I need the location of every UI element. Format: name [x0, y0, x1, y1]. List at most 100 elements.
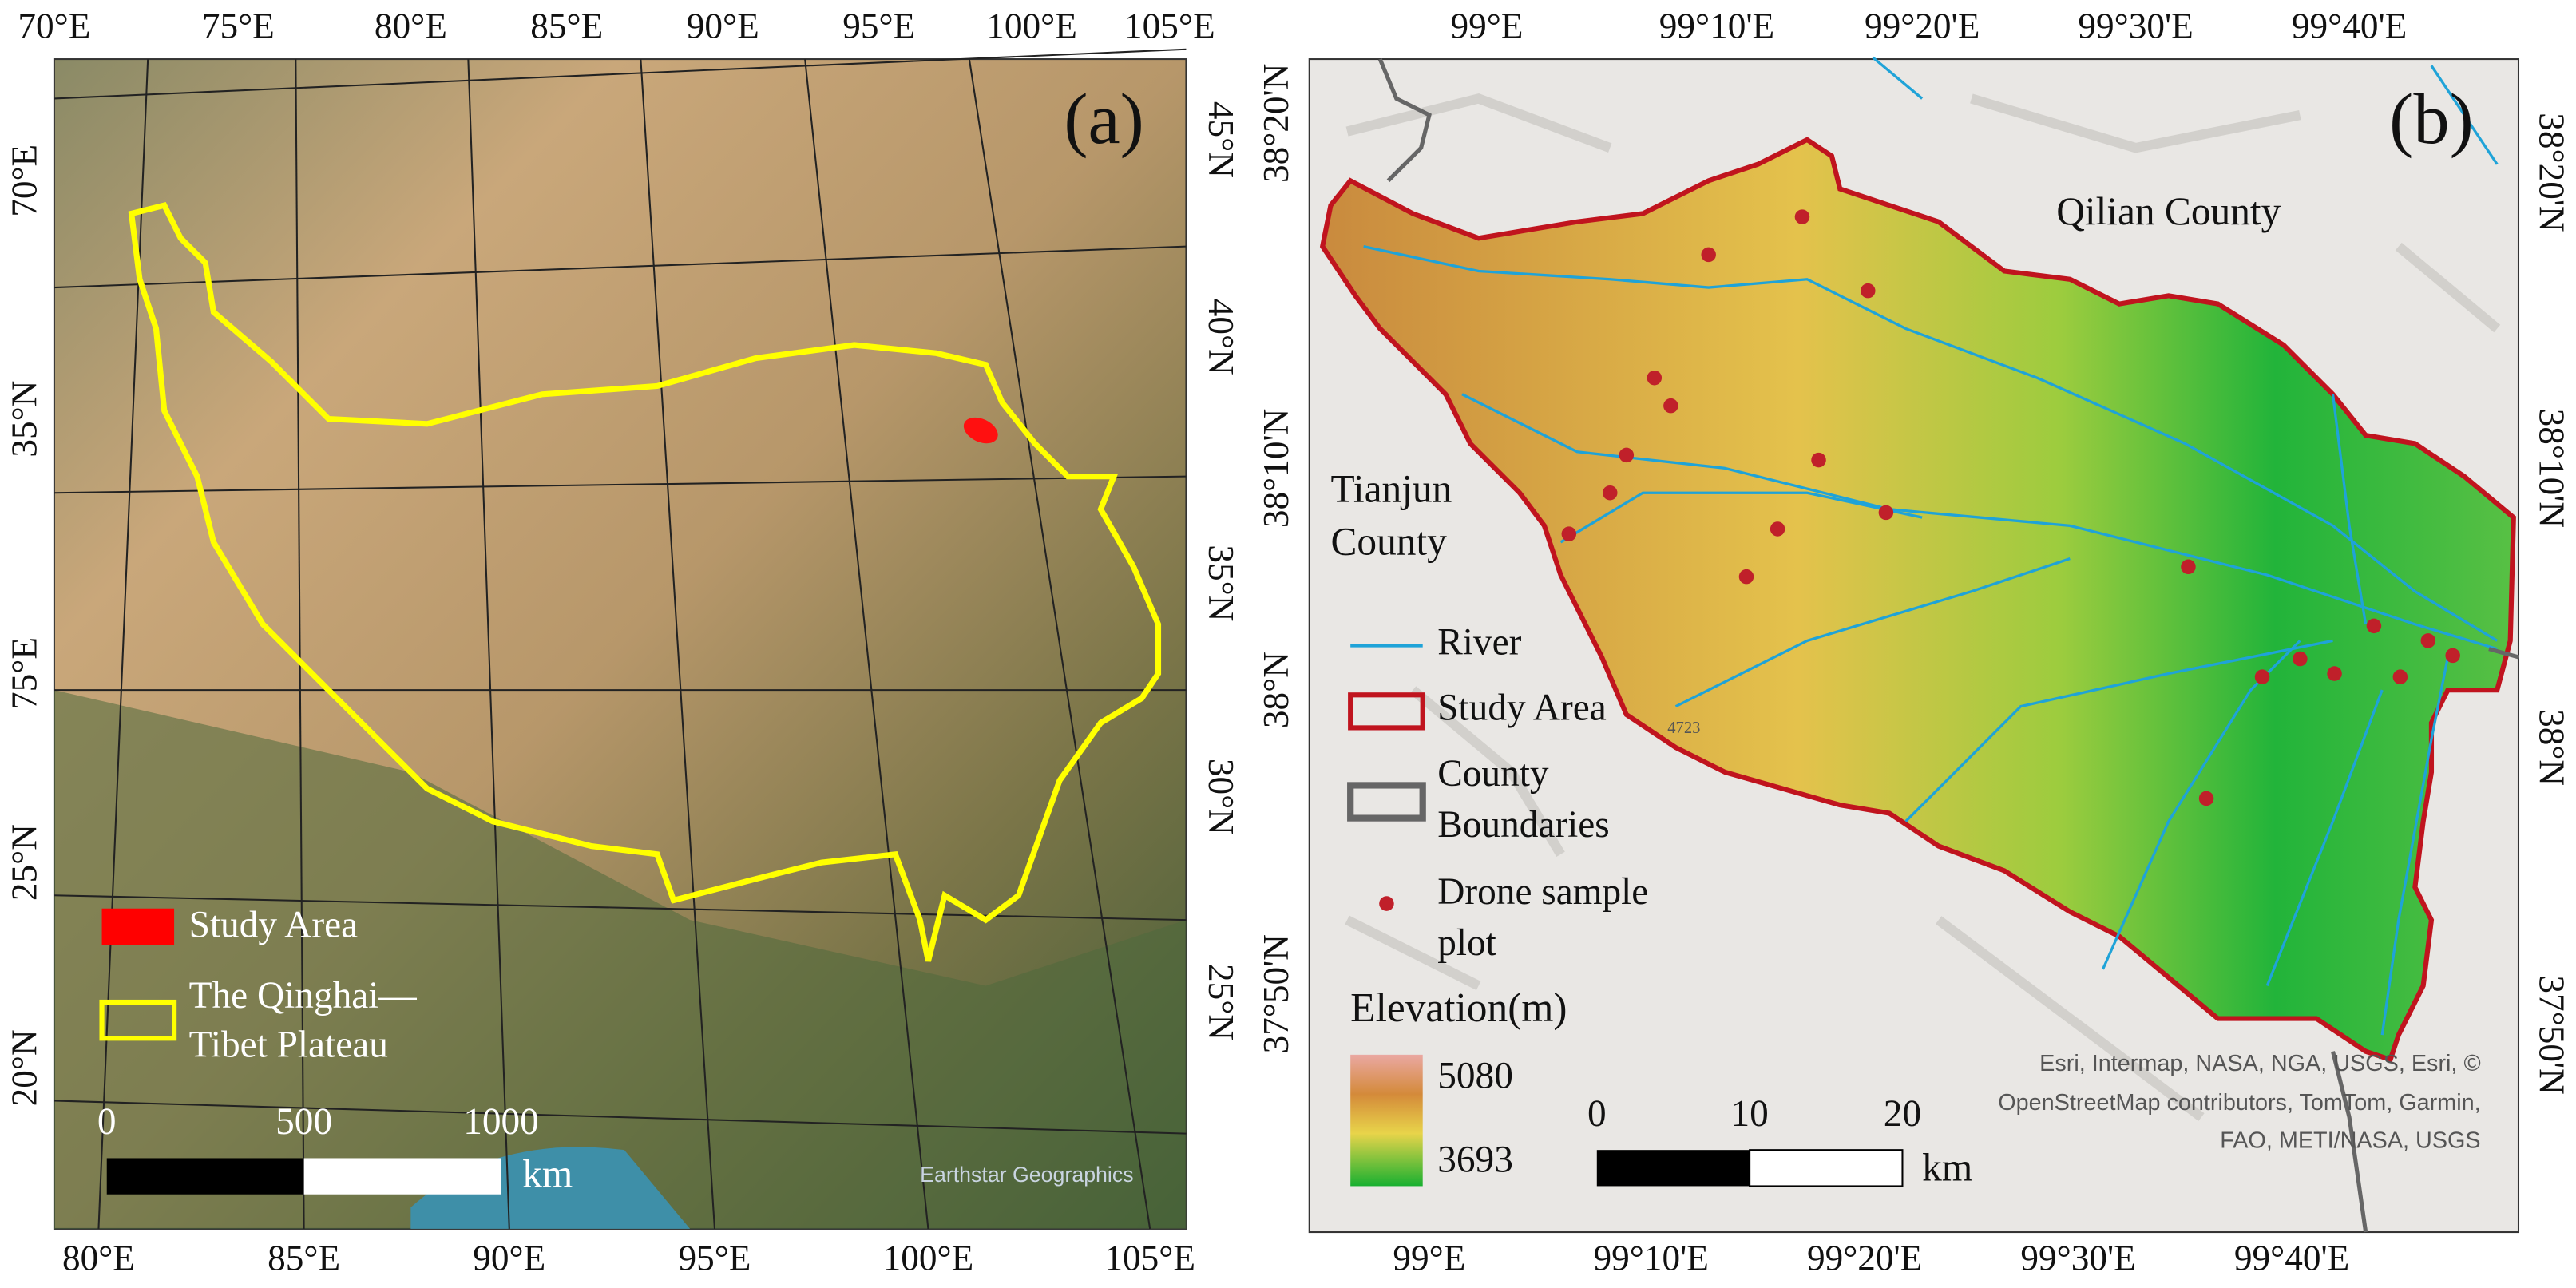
- drone-plot: [2293, 651, 2308, 667]
- axis-label: 99°10'E: [1593, 1238, 1708, 1278]
- drone-plot: [1701, 247, 1716, 263]
- axis-label: 99°30'E: [2020, 1238, 2135, 1278]
- axis-label: 25°N: [4, 824, 44, 901]
- legend-label: The Qinghai—: [189, 975, 418, 1017]
- axis-label: 99°E: [1450, 6, 1523, 46]
- colorbar-label: 3693: [1437, 1139, 1513, 1180]
- axis-label: 100°E: [883, 1238, 974, 1278]
- legend-note: 4723: [1667, 719, 1700, 737]
- axis-label: 20°N: [4, 1029, 44, 1106]
- axis-label: 105°E: [1124, 6, 1215, 46]
- axis-label: 90°E: [687, 6, 759, 46]
- axis-label: 37°50'N: [2532, 975, 2572, 1094]
- elevation-colorbar: [1350, 1054, 1423, 1187]
- scale-unit: km: [1922, 1145, 1972, 1189]
- legend-label: Study Area: [1437, 688, 1607, 729]
- axis-label: 95°E: [678, 1238, 751, 1278]
- drone-plot: [2392, 669, 2408, 684]
- drone-plot: [1738, 569, 1754, 585]
- axis-label: 80°E: [62, 1238, 135, 1278]
- axis-label: 38°10'N: [1256, 409, 1296, 528]
- legend-label: River: [1437, 621, 1521, 663]
- axis-label: 35°N: [4, 381, 44, 458]
- axis-label: 99°30'E: [2078, 6, 2193, 46]
- drone-plot: [1794, 209, 1810, 224]
- graticule: [54, 48, 1187, 1230]
- drone-plot: [1602, 485, 1618, 501]
- axis-label: 75°E: [4, 637, 44, 710]
- drone-plot: [1561, 526, 1577, 541]
- axis-label: 38°20'N: [1256, 64, 1296, 183]
- scale-label: 10: [1730, 1093, 1768, 1135]
- axis-label: 45°N: [1201, 101, 1241, 178]
- legend-label: County: [1437, 753, 1549, 795]
- scale-bar: [1596, 1150, 1750, 1187]
- drone-plot: [2198, 791, 2214, 806]
- axis-label: 30°N: [1201, 759, 1241, 835]
- axis-label: 80°E: [375, 6, 447, 46]
- axis-label: 38°N: [1256, 652, 1296, 728]
- panel-label: (b): [2389, 78, 2474, 159]
- legend-label: Boundaries: [1437, 804, 1610, 846]
- drone-plot: [1663, 398, 1678, 414]
- legend-swatch: [1379, 896, 1394, 911]
- axis-label: 99°40'E: [2234, 1238, 2349, 1278]
- drone-plot: [1811, 452, 1826, 468]
- axis-label: 35°N: [1201, 545, 1241, 621]
- place-label: County: [1330, 519, 1447, 563]
- place-label: Qilian County: [2056, 189, 2281, 233]
- scale-label: 20: [1884, 1093, 1921, 1135]
- attribution: OpenStreetMap contributors, TomTom, Garm…: [1998, 1090, 2480, 1116]
- legend-swatch: [1348, 692, 1425, 731]
- axis-label: 25°N: [1201, 964, 1241, 1040]
- legend-label: Drone sample: [1437, 871, 1648, 913]
- legend-label: Study Area: [189, 904, 359, 945]
- drone-plot: [1770, 521, 1785, 537]
- drone-plot: [2327, 666, 2342, 681]
- colorbar-label: 5080: [1437, 1056, 1513, 1097]
- legend-label: plot: [1437, 922, 1496, 964]
- hillshade-ridges: [1345, 93, 2501, 1121]
- rivers: [1363, 56, 2499, 1036]
- colorbar-title: Elevation(m): [1350, 985, 1567, 1031]
- axis-label: 99°E: [1393, 1238, 1465, 1278]
- scale-unit: km: [522, 1151, 573, 1195]
- scale-label: 0: [1587, 1093, 1607, 1135]
- plateau-outline: [128, 201, 1162, 962]
- axis-label: 90°E: [473, 1238, 545, 1278]
- axis-label: 99°40'E: [2292, 6, 2407, 46]
- study-area: [1319, 137, 2516, 1063]
- drone-plot: [1878, 505, 1894, 521]
- scale-label: 1000: [463, 1101, 539, 1143]
- axis-label: 99°20'E: [1807, 1238, 1922, 1278]
- axis-label: 40°N: [1201, 299, 1241, 375]
- place-label: Tianjun: [1330, 467, 1452, 511]
- scale-label: 500: [275, 1101, 332, 1143]
- lowland: [54, 690, 1187, 1229]
- axis-label: 70°E: [4, 145, 44, 217]
- drone-plot: [2254, 669, 2270, 684]
- credit: Earthstar Geographics: [920, 1163, 1133, 1187]
- drone-plot: [1861, 283, 1876, 299]
- axis-label: 85°E: [268, 1238, 340, 1278]
- axis-label: 37°50'N: [1256, 934, 1296, 1053]
- panel-label: (a): [1064, 78, 1143, 159]
- axis-label: 99°10'E: [1659, 6, 1774, 46]
- study-area-marker: [963, 417, 998, 444]
- axis-label: 99°20'E: [1865, 6, 1980, 46]
- axis-label: 70°E: [18, 6, 90, 46]
- drone-plot: [2366, 618, 2382, 634]
- axis-label: 85°E: [530, 6, 603, 46]
- axis-label: 105°E: [1104, 1238, 1195, 1278]
- drone-plot: [2181, 559, 2196, 575]
- legend-swatch: [99, 999, 177, 1041]
- scale-label: 0: [97, 1101, 117, 1143]
- drone-plot: [1647, 370, 1663, 386]
- drone-plots: [1561, 209, 2460, 806]
- county-boundary: [1377, 58, 2519, 1233]
- legend-swatch: [1347, 782, 1426, 822]
- scale-bar: [303, 1158, 501, 1195]
- scale-bar: [1749, 1149, 1904, 1187]
- scale-bar: [106, 1158, 304, 1195]
